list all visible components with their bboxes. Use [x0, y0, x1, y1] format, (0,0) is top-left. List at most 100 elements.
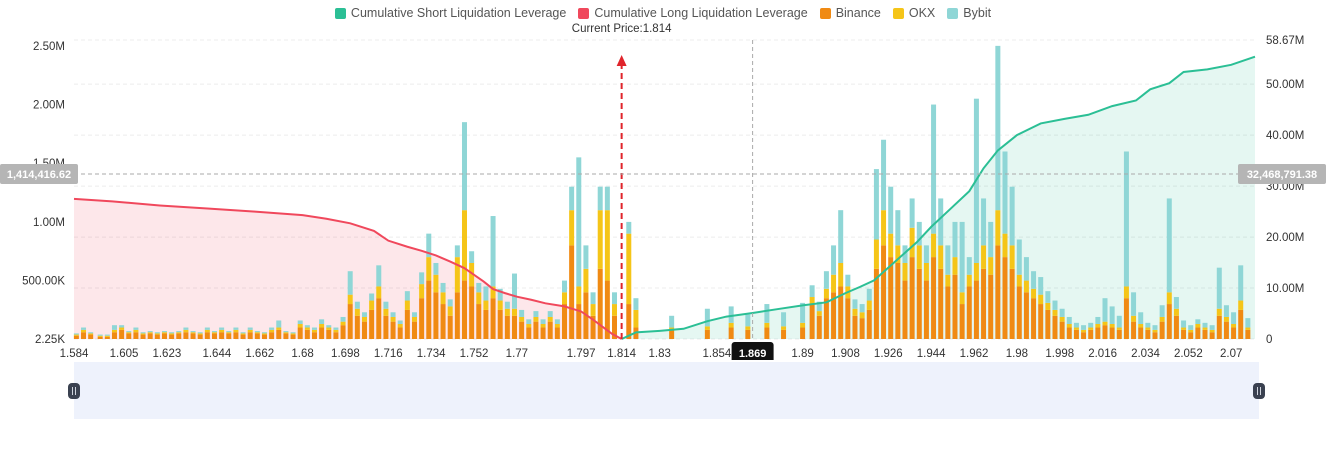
bar-bybit	[497, 288, 503, 301]
bar-okx	[533, 316, 539, 322]
bar-binance	[1181, 329, 1187, 339]
bar-bybit	[111, 325, 117, 330]
bar-binance	[490, 298, 496, 339]
bar-okx	[561, 292, 567, 305]
bar-bybit	[311, 327, 317, 330]
bar-okx	[161, 332, 167, 334]
bar-binance	[669, 329, 675, 339]
bar-binance	[73, 335, 79, 339]
bar-bybit	[226, 331, 232, 333]
bar-okx	[326, 327, 332, 330]
legend-item[interactable]: Bybit	[947, 6, 991, 20]
bar-bybit	[859, 304, 865, 313]
bar-bybit	[190, 331, 196, 333]
bar-bybit	[1081, 325, 1087, 330]
bar-okx	[988, 257, 994, 275]
bar-okx	[569, 210, 575, 246]
bar-bybit	[1131, 292, 1137, 316]
bar-binance	[326, 329, 332, 339]
bar-binance	[426, 280, 432, 339]
bar-bybit	[247, 327, 253, 330]
bar-bybit	[276, 320, 282, 328]
bar-okx	[1195, 324, 1201, 328]
bar-okx	[390, 316, 396, 322]
bar-okx	[183, 329, 189, 333]
bar-bybit	[1002, 151, 1008, 234]
bar-binance	[111, 332, 117, 339]
bar-binance	[704, 329, 710, 339]
bar-okx	[176, 332, 182, 334]
crosshair-left-value: 1,414,416.62	[7, 169, 71, 181]
bar-okx	[154, 333, 160, 335]
bar-binance	[197, 334, 203, 339]
bar-binance	[1238, 309, 1244, 339]
bar-binance	[966, 286, 972, 339]
bar-bybit	[1181, 320, 1187, 328]
bar-okx	[511, 308, 517, 316]
bar-bybit	[73, 333, 79, 335]
long-leverage-line	[73, 197, 623, 340]
bar-binance	[1088, 329, 1094, 339]
slider-left-handle[interactable]	[68, 383, 80, 399]
legend-item[interactable]: Cumulative Short Liquidation Leverage	[334, 6, 566, 20]
bar-binance	[728, 327, 734, 339]
x-axis-tick: 1.98	[1006, 348, 1028, 360]
bar-okx	[1059, 316, 1065, 322]
bar-bybit	[454, 245, 460, 258]
bar-binance	[576, 304, 582, 339]
bar-binance	[304, 329, 310, 339]
bar-binance	[519, 321, 525, 339]
bar-bybit	[319, 319, 325, 325]
bar-bybit	[1095, 316, 1101, 325]
x-axis-tick: 1.68	[291, 348, 313, 360]
zoom-slider[interactable]	[68, 362, 1265, 419]
bar-bybit	[547, 311, 553, 317]
legend-item[interactable]: Binance	[819, 6, 881, 20]
bar-bybit	[909, 198, 915, 228]
bar-bybit	[626, 221, 632, 234]
bar-bybit	[764, 304, 770, 323]
crosshair-x-badge	[731, 342, 774, 360]
bar-bybit	[1238, 265, 1244, 301]
x-axis-tick: 1.83	[649, 348, 671, 360]
bar-bybit	[916, 221, 922, 246]
bar-binance	[133, 332, 139, 339]
bar-bybit	[511, 273, 517, 309]
bar-bybit	[1052, 300, 1058, 310]
bar-okx	[745, 326, 751, 330]
bar-okx	[1209, 329, 1215, 333]
bar-okx	[261, 333, 267, 335]
bar-bybit	[981, 198, 987, 246]
bar-bybit	[469, 251, 475, 263]
bar-bybit	[1231, 312, 1237, 325]
bar-bybit	[1023, 257, 1029, 281]
legend-item[interactable]: OKX	[892, 6, 935, 20]
bar-okx	[440, 292, 446, 305]
bar-binance	[1016, 286, 1022, 339]
bar-binance	[809, 304, 815, 339]
bar-bybit	[1188, 325, 1194, 330]
bar-bybit	[988, 221, 994, 258]
bar-bybit	[831, 245, 837, 275]
bar-okx	[190, 332, 196, 334]
bar-binance	[923, 280, 929, 339]
bar-bybit	[959, 221, 965, 293]
bar-binance	[511, 315, 517, 339]
bar-okx	[1181, 327, 1187, 330]
bar-okx	[1045, 302, 1051, 310]
slider-right-handle[interactable]	[1253, 383, 1265, 399]
bar-binance	[1031, 298, 1037, 339]
bar-binance	[931, 257, 937, 339]
legend-item[interactable]: Cumulative Long Liquidation Leverage	[578, 6, 808, 20]
bar-okx	[1123, 286, 1129, 299]
bar-bybit	[81, 327, 87, 330]
bar-binance	[1002, 257, 1008, 339]
bar-okx	[540, 324, 546, 328]
bar-bybit	[126, 331, 132, 333]
bar-bybit	[873, 169, 879, 240]
legend: Cumulative Short Liquidation Leverage Cum…	[0, 4, 1326, 22]
bar-binance	[533, 321, 539, 339]
bar-bybit	[1109, 306, 1115, 325]
bar-okx	[576, 286, 582, 305]
x-axis-tick: 1.662	[245, 348, 274, 360]
